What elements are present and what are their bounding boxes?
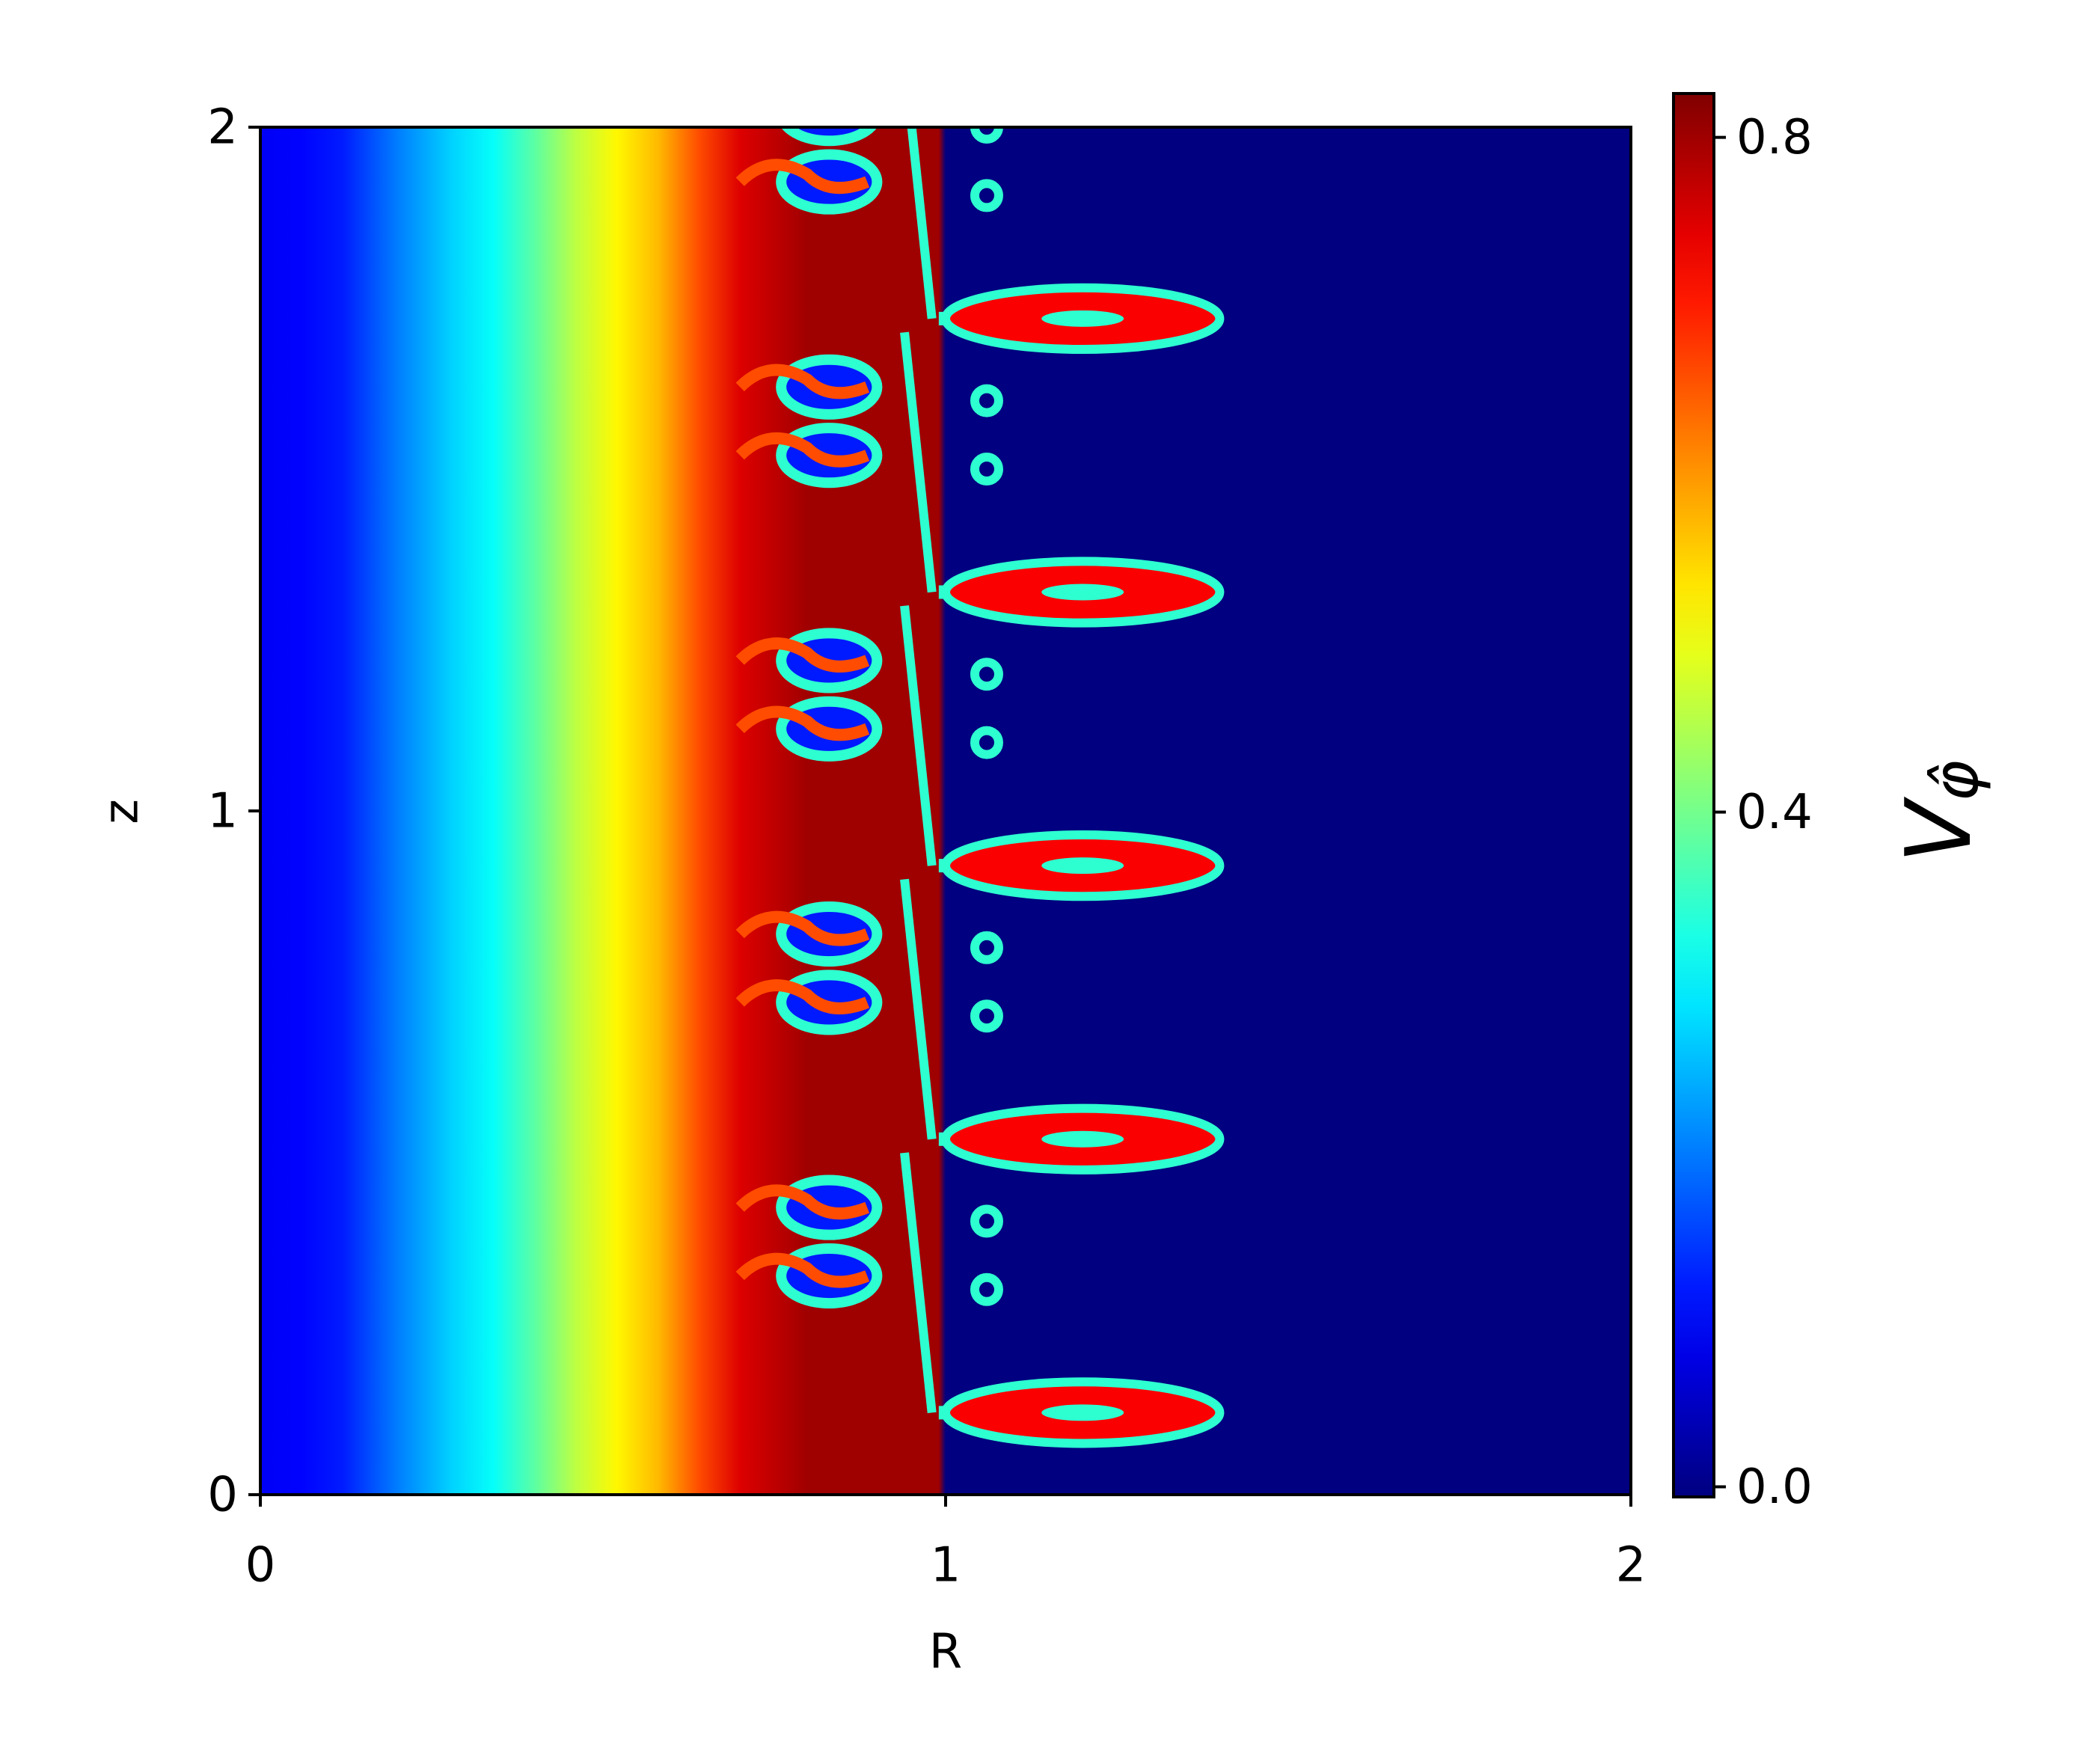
y-tick-label: 2 (207, 100, 238, 156)
y-tick-label: 1 (207, 784, 238, 839)
orange-curl (735, 979, 870, 1014)
colorbar-tick-label: 0.0 (1736, 1460, 1813, 1515)
finger (900, 331, 937, 593)
orange-curl (735, 364, 870, 399)
curl (970, 179, 1003, 212)
y-tick-label: 0 (207, 1468, 238, 1523)
curl (970, 658, 1003, 691)
colorbar-tick-label: 0.4 (1736, 785, 1813, 840)
orange-curl (735, 1252, 870, 1288)
curl (970, 931, 1003, 964)
curl (970, 726, 1003, 759)
finger (900, 878, 937, 1140)
plume-core (1041, 1404, 1124, 1421)
curl (970, 999, 1003, 1033)
curl (970, 127, 1003, 144)
plume-core (1041, 584, 1124, 601)
orange-curl (735, 432, 870, 468)
orange-curl (735, 910, 870, 946)
plume-core (1041, 310, 1124, 327)
finger (900, 1152, 937, 1413)
orange-curl (735, 159, 870, 195)
curl (970, 1204, 1003, 1238)
finger (907, 127, 937, 319)
x-tick-label: 0 (245, 1538, 276, 1593)
colorbar-label-main: V (1887, 796, 1991, 863)
plume-core (1041, 1130, 1124, 1148)
orange-curl (735, 637, 870, 673)
curl (970, 1273, 1003, 1306)
finger (900, 605, 937, 866)
x-tick-label: 2 (1616, 1538, 1647, 1593)
curl (970, 453, 1003, 486)
orange-curl (735, 1184, 870, 1220)
pocket (780, 127, 878, 147)
x-tick-label: 1 (931, 1538, 961, 1593)
colorbar-label: Vφ̂ (1887, 760, 1992, 863)
y-axis-label: z (94, 799, 150, 824)
orange-curl (735, 705, 870, 741)
plume-core (1041, 857, 1124, 875)
colorbar (1672, 92, 1715, 1498)
colorbar-label-sub: φ̂ (1919, 760, 1992, 801)
colorbar-tick-label: 0.8 (1736, 110, 1813, 165)
plumes (735, 97, 1225, 1448)
x-axis-label: R (929, 1625, 962, 1680)
orange-curl (740, 97, 867, 120)
heatmap-background (260, 127, 1631, 1495)
curl (970, 384, 1003, 417)
